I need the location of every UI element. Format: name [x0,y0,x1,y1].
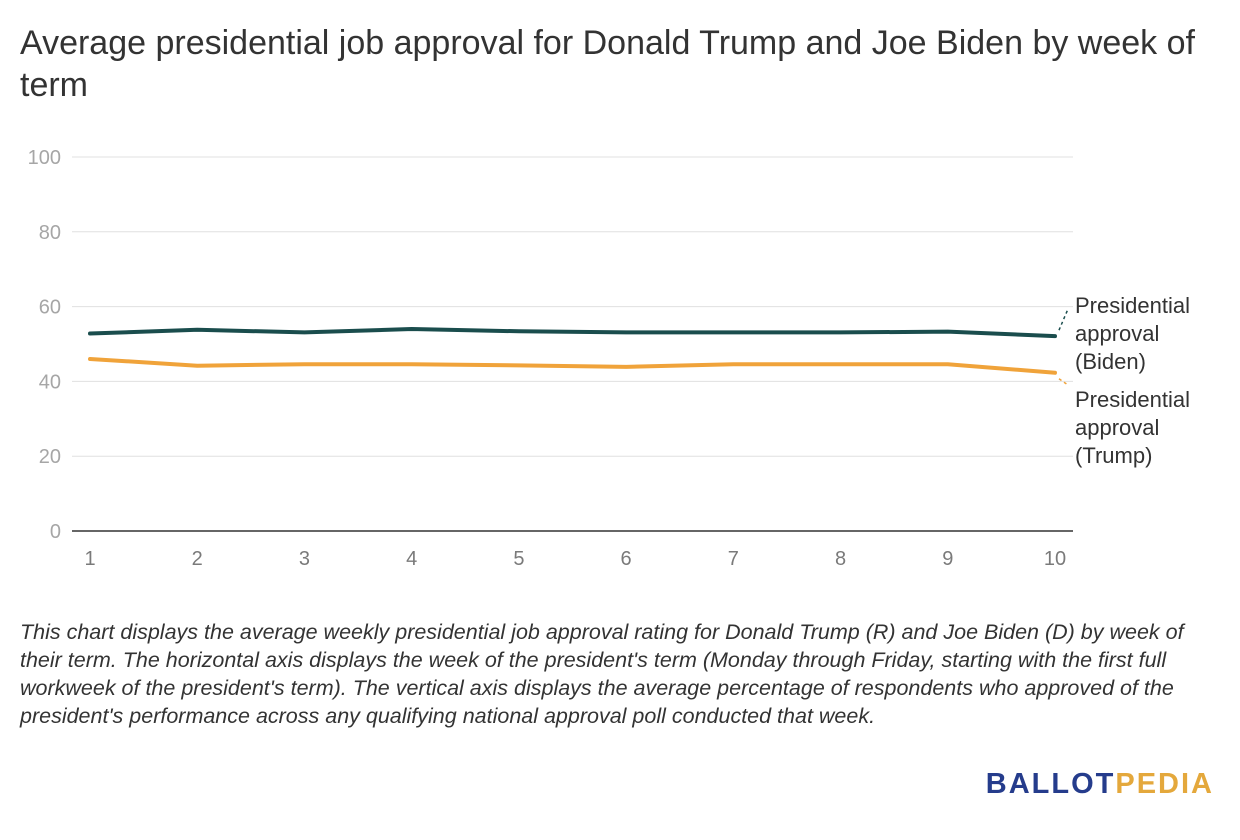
line-chart: 0 20 40 60 80 100 1 2 3 4 5 6 7 8 9 10 Presidential app… [28,147,1190,570]
y-tick-label-80: 80 [39,222,61,244]
logo-part-ballot: BALLOT [985,768,1116,800]
series-line-biden [88,327,1057,339]
y-tick-label-60: 60 [39,297,61,319]
chart-description: This chart displays the average weekly p… [20,620,1184,728]
legend: Presidential approval (Biden) Presidential a… [1058,293,1190,468]
x-tick-label-9: 9 [942,548,953,570]
y-tick-label-0: 0 [50,521,61,543]
x-tick-label-8: 8 [835,548,846,570]
y-tick-label-100: 100 [28,147,61,169]
legend-label-trump: Presidential approval (Trump) [1075,387,1190,468]
series-lines [88,327,1057,375]
legend-label-biden: Presidential approval (Biden) [1075,293,1190,374]
ballotpedia-logo: BALLOTPEDIA [986,768,1214,801]
logo-part-pedia: PEDIA [1115,768,1214,800]
x-tick-label-3: 3 [299,548,310,570]
y-tick-label-40: 40 [39,371,61,393]
gridlines [72,156,1073,532]
y-axis-ticks: 0 20 40 60 80 100 [28,147,61,543]
x-tick-label-6: 6 [621,548,632,570]
x-tick-label-5: 5 [513,548,524,570]
x-tick-label-2: 2 [192,548,203,570]
x-tick-label-4: 4 [406,548,417,570]
chart-title: Average presidential job approval for Do… [20,24,1195,104]
legend-leader-trump [1058,378,1069,386]
x-tick-label-7: 7 [728,548,739,570]
y-tick-label-20: 20 [39,446,61,468]
x-axis-ticks: 1 2 3 4 5 6 7 8 9 10 [84,548,1066,570]
series-line-trump [88,356,1057,375]
x-tick-label-10: 10 [1044,548,1066,570]
legend-leader-biden [1058,308,1069,331]
x-tick-label-1: 1 [84,548,95,570]
